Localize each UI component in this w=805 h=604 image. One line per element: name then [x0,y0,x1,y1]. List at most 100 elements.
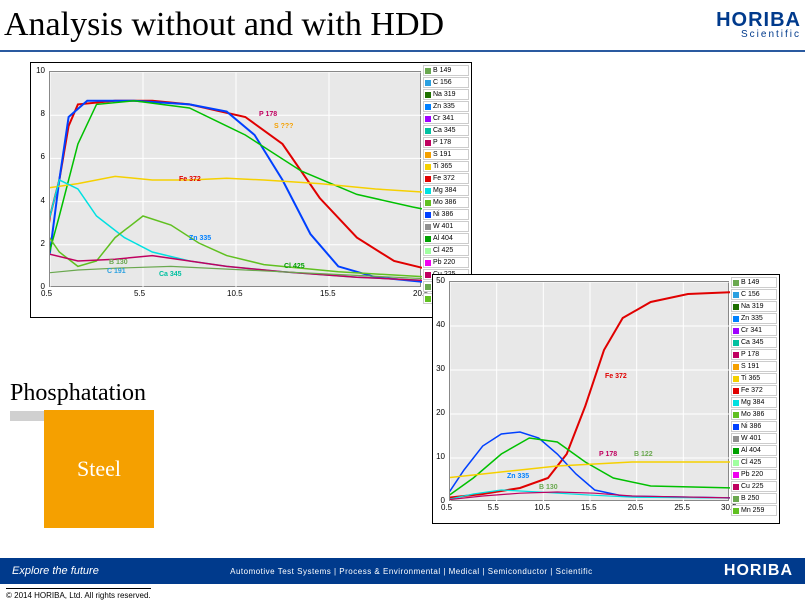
y-tick: 20 [436,408,445,417]
series-label: B 122 [634,451,653,458]
series-label: C 191 [107,268,126,275]
legend-item: Ca 345 [731,337,777,348]
steel-block: Steel [44,410,154,528]
x-tick: 10.5 [227,289,243,298]
legend-item: Mg 384 [731,397,777,408]
y-tick: 6 [41,152,45,161]
legend-label: Al 404 [433,235,453,242]
legend-label: Na 319 [433,91,456,98]
series-label: P 178 [599,451,617,458]
legend-label: Ni 386 [741,423,761,430]
page-title: Analysis without and with HDD [4,6,444,44]
y-tick: 30 [436,364,445,373]
legend-item: Ca 345 [423,125,469,136]
legend-swatch [425,116,431,122]
legend-label: Cl 425 [433,247,453,254]
series-label: B 130 [539,484,558,491]
legend-item: Cl 425 [423,245,469,256]
legend-swatch [733,496,739,502]
x-tick: 0.5 [41,289,52,298]
legend-item: B 250 [731,493,777,504]
legend-swatch [733,412,739,418]
legend-swatch [425,68,431,74]
legend-item: S 191 [423,149,469,160]
x-tick: 25.5 [674,503,690,512]
legend-item: Cr 341 [423,113,469,124]
steel-label: Steel [77,456,121,482]
legend-label: Mg 384 [433,187,456,194]
logo-main: HORIBA [716,10,801,30]
x-tick: 15.5 [320,289,336,298]
copyright: © 2014 HORIBA, Ltd. All rights reserved. [6,588,151,600]
legend-swatch [733,376,739,382]
legend-swatch [425,80,431,86]
legend-label: Cl 425 [741,459,761,466]
legend-item: P 178 [423,137,469,148]
x-tick: 5.5 [134,289,145,298]
series-label: Zn 335 [507,473,529,480]
phosphatation-label: Phosphatation [10,380,146,407]
legend-swatch [425,128,431,134]
footer: Explore the future Automotive Test Syste… [0,558,805,584]
legend-item: Zn 335 [423,101,469,112]
legend-swatch [425,260,431,266]
legend-swatch [733,448,739,454]
legend-swatch [733,472,739,478]
series-label: P 178 [259,111,277,118]
x-tick: 5.5 [488,503,499,512]
legend-item: P 178 [731,349,777,360]
legend-label: P 178 [741,351,759,358]
legend-item: Mg 384 [423,185,469,196]
legend-label: W 401 [433,223,453,230]
legend-swatch [425,236,431,242]
legend-item: Na 319 [423,89,469,100]
plot-area [49,71,421,287]
legend-label: Na 319 [741,303,764,310]
legend-label: Ni 386 [433,211,453,218]
legend-swatch [425,248,431,254]
legend-swatch [425,104,431,110]
legend-label: W 401 [741,435,761,442]
y-tick: 8 [41,109,45,118]
legend-item: Al 404 [423,233,469,244]
footer-segments: Automotive Test Systems | Process & Envi… [230,567,593,576]
legend-label: Ti 365 [433,163,452,170]
legend-label: B 149 [741,279,759,286]
legend-label: Ti 365 [741,375,760,382]
legend-swatch [425,200,431,206]
legend-swatch [733,316,739,322]
legend-label: C 156 [433,79,452,86]
legend-swatch [733,400,739,406]
legend-swatch [425,224,431,230]
y-tick: 4 [41,196,45,205]
legend-label: S 191 [741,363,759,370]
legend-item: Fe 372 [423,173,469,184]
legend-swatch [733,328,739,334]
legend-item: Al 404 [731,445,777,456]
legend-swatch [425,188,431,194]
legend-item: Ti 365 [731,373,777,384]
legend-label: Mn 259 [741,507,764,514]
legend-swatch [425,284,431,290]
plot-area [449,281,729,501]
legend-swatch [733,388,739,394]
chart-without-hdd: 02468100.55.510.515.520.5P 178S ???Fe 37… [30,62,472,318]
x-tick: 20.5 [628,503,644,512]
legend-swatch [733,364,739,370]
footer-logo: HORIBA [724,562,793,580]
legend-item: Zn 335 [731,313,777,324]
series-label: Fe 372 [179,176,201,183]
brand-logo: HORIBA Scientific [716,10,801,40]
legend-label: Cu 225 [741,483,764,490]
legend-label: P 178 [433,139,451,146]
legend-label: Ca 345 [741,339,764,346]
legend-label: Ca 345 [433,127,456,134]
legend-item: Fe 372 [731,385,777,396]
legend-swatch [733,280,739,286]
legend-swatch [733,508,739,514]
series-label: Cl 425 [284,263,305,270]
legend-swatch [425,296,431,302]
chart-with-hdd: 010203040500.55.510.515.520.525.530.5Fe … [432,274,780,524]
legend-label: Mo 386 [741,411,764,418]
x-tick: 10.5 [534,503,550,512]
